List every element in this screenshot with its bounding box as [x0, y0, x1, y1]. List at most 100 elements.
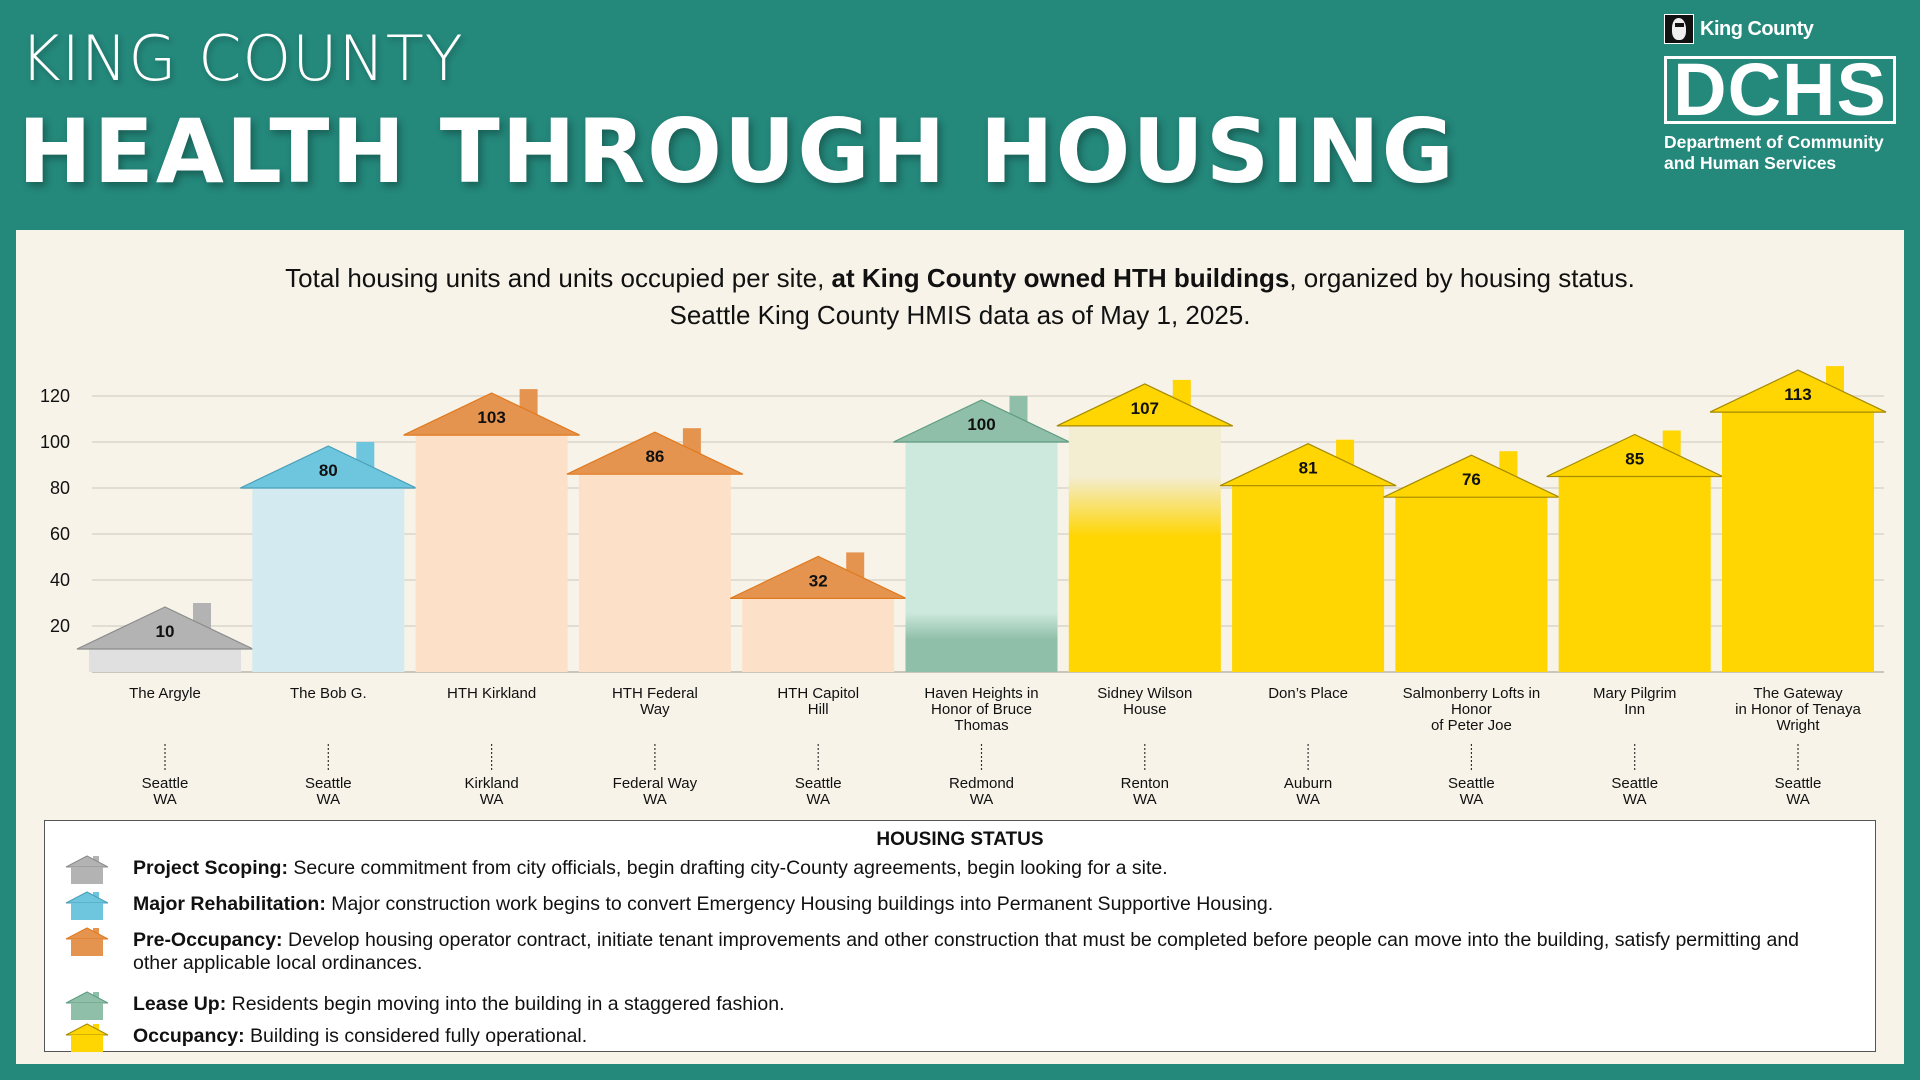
site-name-label: Honor of Bruce	[931, 701, 1032, 718]
bar-occupied-units	[1722, 412, 1874, 672]
y-tick-label: 40	[50, 570, 70, 590]
roof	[1219, 443, 1397, 487]
site-city-label: Redmond	[949, 775, 1014, 792]
site-name-label: HTH Kirkland	[447, 685, 536, 702]
bar-total-units	[89, 649, 241, 672]
site-name-label: House	[1123, 701, 1166, 718]
site-state-label: WA	[643, 791, 667, 808]
legend-status-label: Occupancy:	[133, 1025, 245, 1047]
legend-description: Lease Up: Residents begin moving into th…	[133, 993, 1833, 1016]
king-county-label: King County	[1700, 17, 1814, 40]
bar-occupied-units	[1395, 497, 1548, 672]
site-state-label: WA	[806, 791, 830, 808]
bar-total-units	[742, 598, 895, 672]
site-name-label: Inn	[1624, 701, 1645, 718]
value-label: 86	[645, 447, 664, 466]
value-label: 81	[1299, 459, 1318, 478]
house-icon	[65, 927, 109, 956]
housing-status-legend: HOUSING STATUS Project Scoping: Secure c…	[44, 820, 1876, 1052]
y-tick-label: 120	[40, 386, 70, 406]
legend-title: HOUSING STATUS	[876, 829, 1044, 850]
bar-occupied-units	[1558, 476, 1711, 672]
y-tick-label: 20	[50, 616, 70, 636]
roof	[566, 431, 744, 475]
legend-status-text: Residents begin moving into the building…	[226, 993, 785, 1015]
site-city-label: Kirkland	[464, 775, 518, 792]
value-label: 76	[1462, 470, 1481, 489]
king-county-logo-icon	[1664, 14, 1694, 44]
site-name-label: HTH Capitol	[777, 685, 859, 702]
legend-item: Lease Up: Residents begin moving into th…	[65, 991, 1833, 1021]
site-name-label: The Argyle	[129, 685, 201, 702]
site-name-label: The Gateway	[1753, 685, 1843, 702]
roof	[1056, 383, 1234, 427]
legend-status-text: Building is considered fully operational…	[244, 1025, 588, 1047]
value-label: 85	[1625, 450, 1644, 469]
site-name-label: Thomas	[954, 717, 1008, 734]
legend-status-label: Lease Up:	[133, 993, 227, 1015]
site-name-label: in Honor of Tenaya	[1735, 701, 1861, 718]
legend-status-text: Major construction work begins to conver…	[325, 893, 1274, 915]
description-bold: at King County owned HTH buildings	[831, 263, 1290, 293]
description-post: , organized by housing status.	[1289, 263, 1635, 293]
king-county-brand: King County	[1664, 14, 1904, 44]
legend-description: Project Scoping: Secure commitment from …	[133, 857, 1833, 880]
house-icon	[65, 991, 109, 1020]
legend-item: Occupancy: Building is considered fully …	[65, 1023, 1833, 1053]
site-city-label: Seattle	[142, 775, 189, 792]
bar-total-units	[252, 488, 405, 672]
site-name-label: Haven Heights in	[924, 685, 1038, 702]
value-label: 10	[156, 622, 175, 641]
description-pre: Total housing units and units occupied p…	[285, 263, 832, 293]
site-name-label: Don’s Place	[1268, 685, 1348, 702]
department-name: Department of Community and Human Servic…	[1664, 132, 1904, 174]
site-city-label: Seattle	[1775, 775, 1822, 792]
site-name-label: Hill	[808, 701, 829, 718]
description-line-2: Seattle King County HMIS data as of May …	[669, 300, 1251, 330]
house-icon	[65, 855, 109, 884]
legend-item: Project Scoping: Secure commitment from …	[65, 855, 1833, 885]
value-label: 103	[477, 408, 505, 427]
legend-status-label: Project Scoping:	[133, 857, 288, 879]
site-state-label: WA	[1786, 791, 1810, 808]
department-line-2: and Human Services	[1664, 153, 1837, 173]
header-subtitle: KING COUNTY	[20, 22, 464, 95]
site-state-label: WA	[1460, 791, 1484, 808]
house-icon	[65, 891, 109, 920]
house-icon	[65, 1023, 109, 1052]
page-title: HEALTH THROUGH HOUSING	[18, 100, 1456, 203]
description-line-1: Total housing units and units occupied p…	[16, 260, 1904, 297]
roof	[729, 555, 907, 599]
roof	[1546, 433, 1723, 478]
chart-panel: 20 40 60 80 100 120 10 The Argyle Seattle WA 80 The…	[16, 230, 1904, 1064]
bar-occupied-units	[1068, 476, 1221, 672]
site-name-label: Mary Pilgrim	[1593, 685, 1676, 702]
site-city-label: Seattle	[795, 775, 842, 792]
roof	[893, 399, 1070, 443]
dchs-logo: King County DCHS Department of Community…	[1664, 14, 1904, 174]
site-city-label: Federal Way	[613, 775, 698, 792]
legend-status-text: Develop housing operator contract, initi…	[133, 929, 1800, 974]
bar-total-units	[415, 435, 568, 672]
site-city-label: Seattle	[1448, 775, 1495, 792]
site-name-label: Sidney Wilson	[1097, 685, 1192, 702]
value-label: 113	[1784, 385, 1811, 404]
site-state-label: WA	[1133, 791, 1157, 808]
site-city-label: Seattle	[1611, 775, 1658, 792]
site-name-label: Honor	[1451, 701, 1492, 718]
legend-description: Occupancy: Building is considered fully …	[133, 1025, 1833, 1048]
legend-status-label: Major Rehabilitation:	[133, 893, 326, 915]
legend-status-label: Pre-Occupancy:	[133, 929, 283, 951]
value-label: 80	[319, 461, 338, 480]
department-line-1: Department of Community	[1664, 132, 1884, 152]
legend-description: Major Rehabilitation: Major construction…	[133, 893, 1833, 916]
legend-status-text: Secure commitment from city officials, b…	[287, 857, 1168, 879]
legend-item: Major Rehabilitation: Major construction…	[65, 891, 1833, 921]
value-label: 107	[1131, 399, 1159, 418]
site-city-label: Seattle	[305, 775, 352, 792]
y-tick-label: 100	[40, 432, 70, 452]
site-state-label: WA	[153, 791, 177, 808]
dchs-wordmark: DCHS	[1664, 53, 1896, 127]
site-state-label: WA	[970, 791, 994, 808]
